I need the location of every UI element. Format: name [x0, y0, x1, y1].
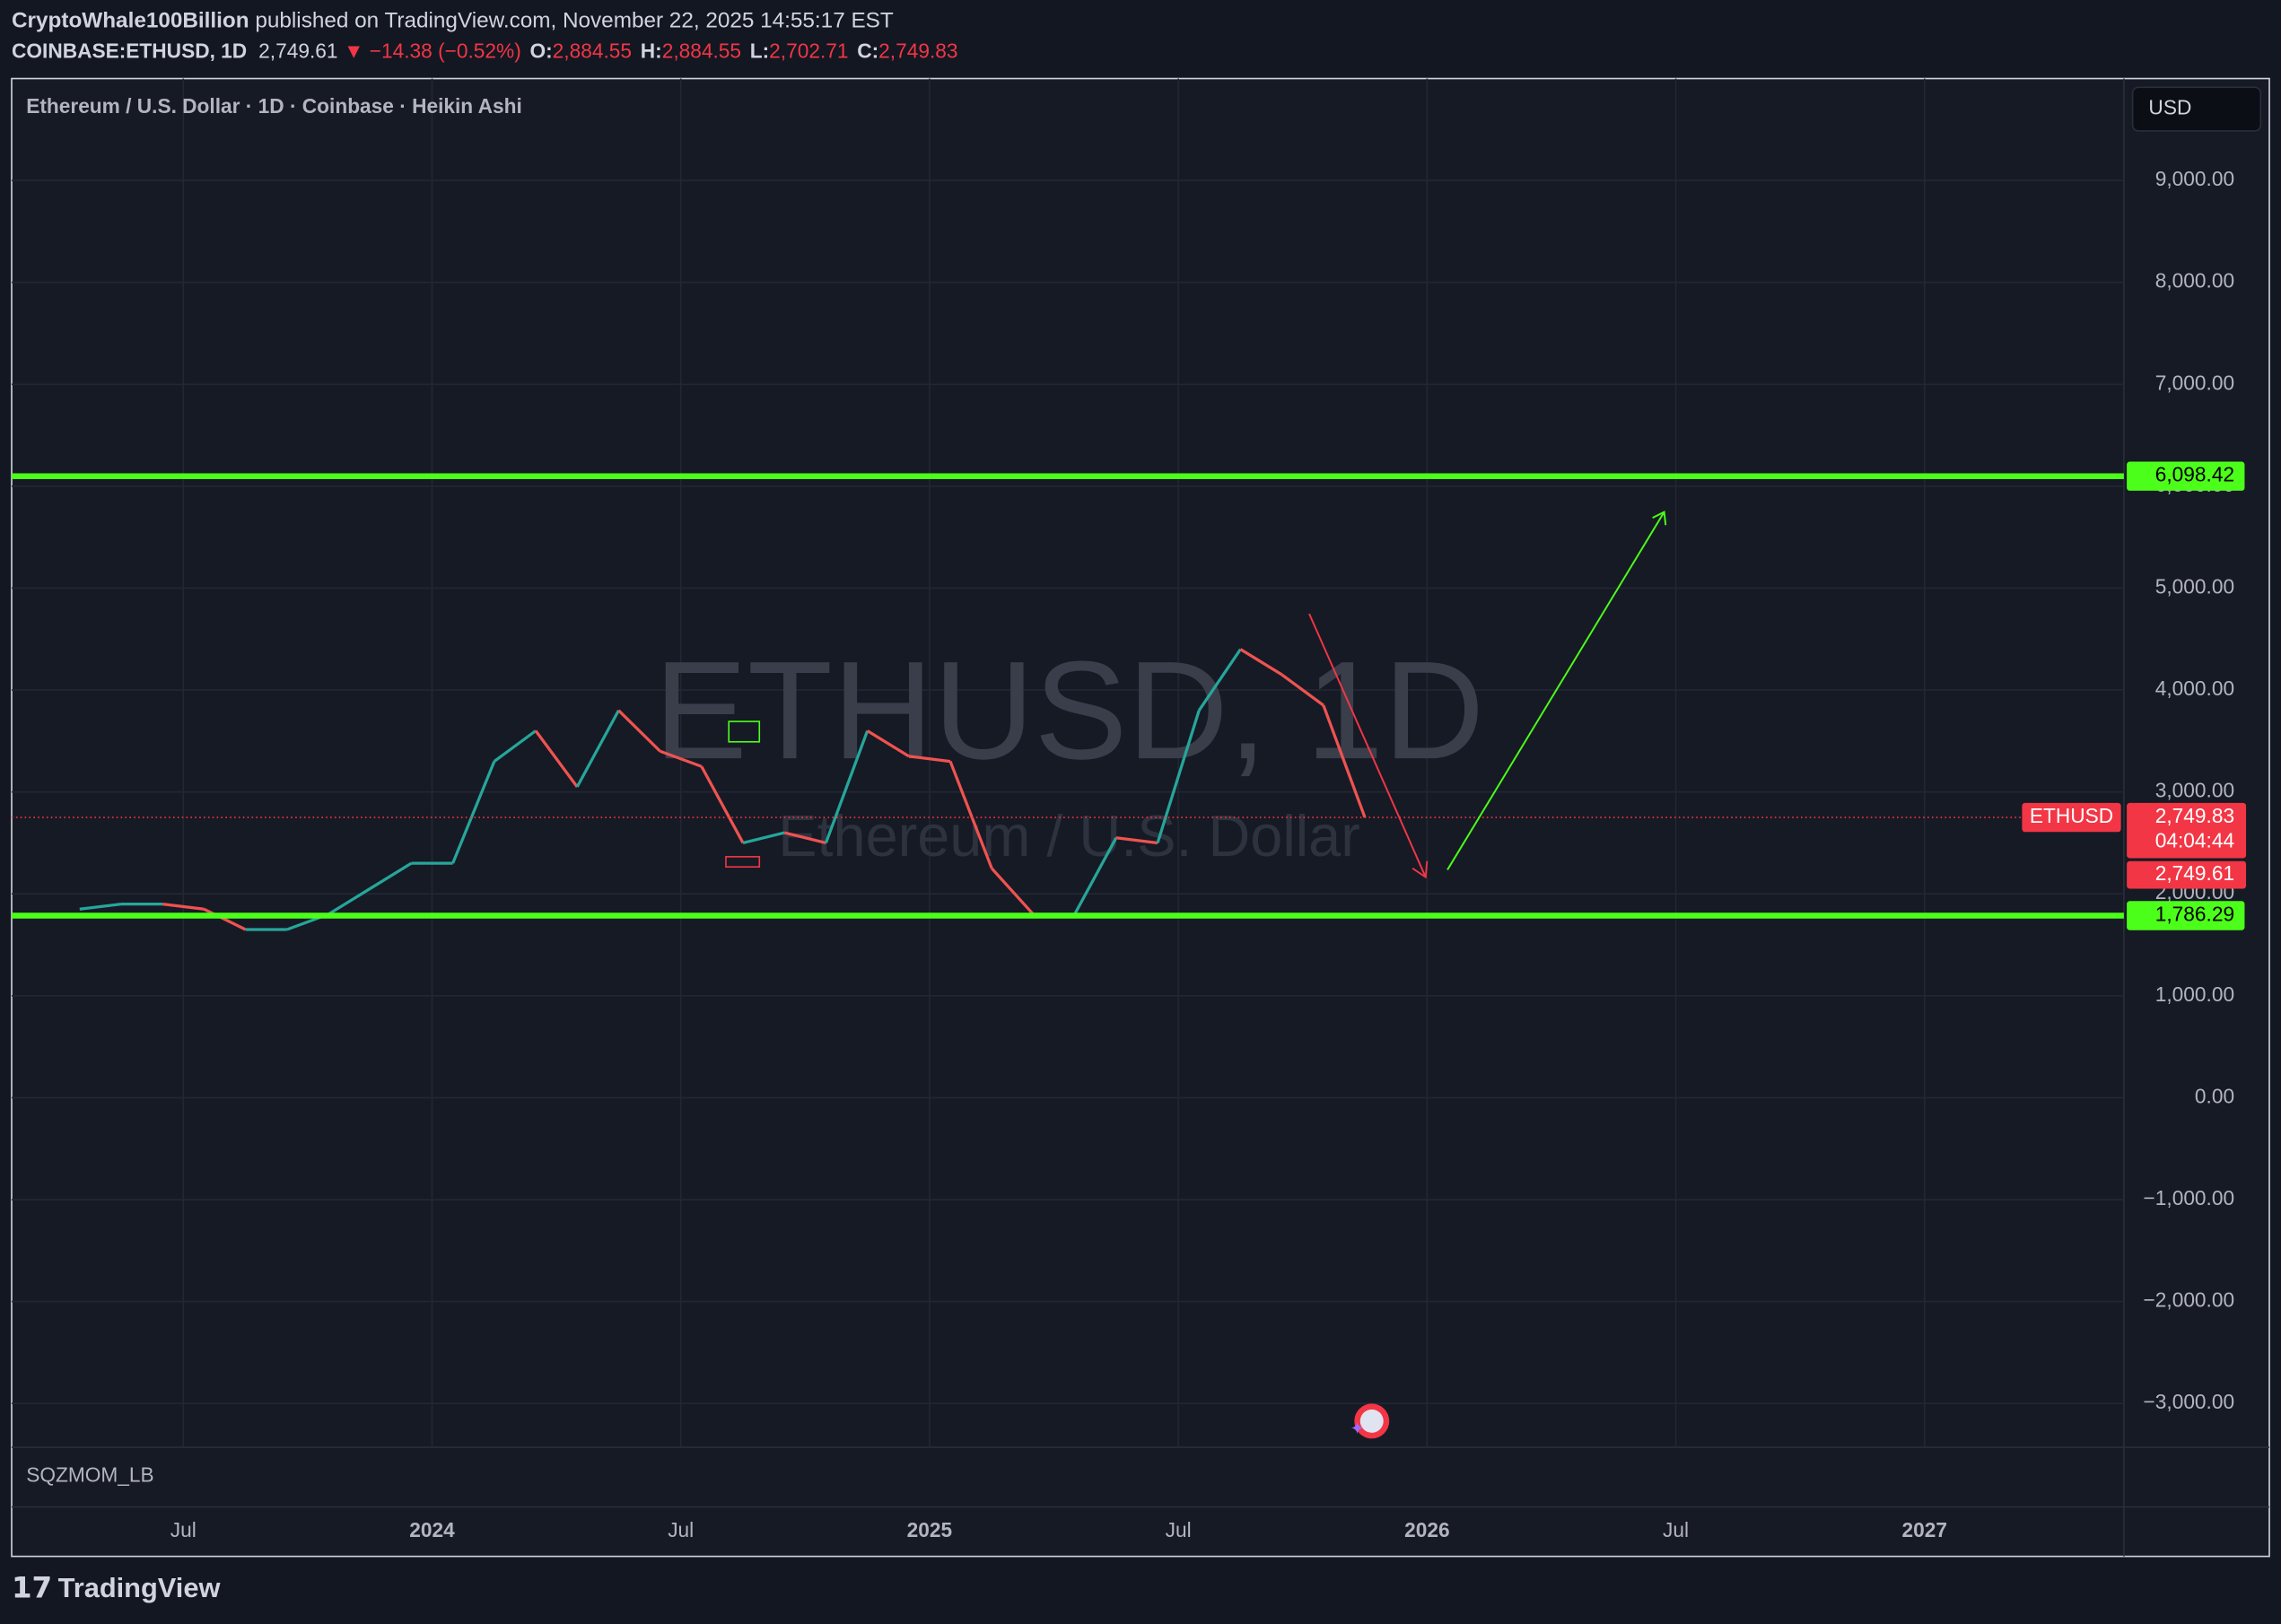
x-tick-label: Jul: [1166, 1518, 1192, 1541]
y-tick-label: −1,000.00: [2144, 1186, 2235, 1209]
y-tick-label: 3,000.00: [2155, 779, 2234, 802]
price-segment: [783, 831, 826, 845]
price-segment: [79, 902, 122, 911]
publish-line: CryptoWhale100Billion published on Tradi…: [12, 9, 894, 33]
price-segment: [1073, 837, 1118, 915]
y-tick-label: −2,000.00: [2144, 1288, 2235, 1312]
arrow-up: [1446, 511, 1667, 870]
price-segment: [369, 861, 413, 890]
y-tick-label: 0.00: [2195, 1084, 2234, 1107]
price-segment: [660, 749, 703, 768]
arrow-down: [1308, 613, 1429, 879]
x-tick-label: 2026: [1404, 1518, 1449, 1541]
y-tick-label: 9,000.00: [2155, 167, 2234, 190]
ohlc-key: L:: [750, 39, 769, 62]
price-segment: [700, 765, 745, 844]
ohlc-value: 2,884.55: [662, 39, 741, 62]
price-segment: [824, 729, 870, 844]
event-icon: ✦: [1350, 1403, 1390, 1439]
x-tick-label: Jul: [1663, 1518, 1689, 1541]
symbol: COINBASE:ETHUSD, 1D: [12, 39, 247, 62]
symbol-line: COINBASE:ETHUSD, 1D 2,749.61 ▼ −14.38 (−0.…: [12, 39, 958, 62]
ohlc-value: 2,749.83: [878, 39, 957, 62]
ohlc-value: 2,702.71: [769, 39, 848, 62]
price-segment: [493, 729, 537, 763]
ohlc-key: O:: [529, 39, 552, 62]
level-tag: [2127, 461, 2245, 491]
price-tag-label: 2,749.83: [2155, 804, 2234, 827]
watermark-subtitle: Ethereum / U.S. Dollar: [778, 803, 1360, 869]
price-segment: [451, 760, 496, 864]
price-segment: [203, 907, 247, 931]
x-tick-label: Jul: [668, 1518, 694, 1541]
box-annotation: [725, 856, 761, 869]
price-segment: [908, 755, 951, 764]
countdown: 04:04:44: [2155, 829, 2234, 852]
legend: Ethereum / U.S. Dollar · 1D · Coinbase ·…: [26, 94, 522, 118]
change: ▼ −14.38 (−0.52%): [344, 39, 521, 62]
price-segment: [1115, 836, 1158, 845]
price-segment: [742, 831, 785, 845]
x-tick-label: 2025: [907, 1518, 952, 1541]
price-segment: [617, 709, 661, 753]
price-segment: [991, 867, 1035, 916]
x-tick-label: Jul: [170, 1518, 197, 1541]
price-segment: [1322, 704, 1367, 818]
ohlc-value: 2,884.55: [553, 39, 632, 62]
symbol-tag-label: ETHUSD: [2030, 804, 2113, 827]
level-label: 6,098.42: [2155, 463, 2234, 486]
svg-text:✦: ✦: [1350, 1419, 1364, 1439]
ohlc-key: C:: [857, 39, 878, 62]
y-tick-label: 5,000.00: [2155, 574, 2234, 598]
symbol-tag: [2022, 802, 2121, 833]
grid: 9,000.008,000.007,000.006,000.005,000.00…: [11, 78, 2235, 1541]
author: CryptoWhale100Billion: [12, 9, 249, 33]
price-segment: [1197, 648, 1242, 712]
published: published on TradingView.com, November 2…: [249, 9, 894, 33]
price-tag: [2127, 802, 2247, 859]
last: 2,749.61: [258, 39, 337, 62]
y-tick-label: 1,000.00: [2155, 982, 2234, 1006]
indicator-name: SQZMOM_LB: [26, 1462, 153, 1486]
brand-name: TradingView: [58, 1572, 222, 1603]
price-segment: [328, 887, 371, 916]
watermark: ETHUSD, 1D: [654, 632, 1484, 788]
currency-button[interactable]: [2131, 86, 2262, 132]
x-tick-label: 2027: [1902, 1518, 1947, 1541]
price-segment: [866, 729, 910, 758]
ohlc-key: H:: [641, 39, 662, 62]
bid-tag-label: 2,749.61: [2155, 861, 2234, 885]
y-tick-label: 7,000.00: [2155, 371, 2234, 394]
price-segment: [1239, 648, 1283, 677]
price-segment: [1156, 710, 1201, 843]
currency-label[interactable]: USD: [2148, 96, 2191, 119]
price-segment: [948, 760, 993, 869]
level-label: 1,786.29: [2155, 903, 2234, 926]
bid-tag: [2127, 860, 2247, 889]
y-tick-label: 4,000.00: [2155, 677, 2234, 700]
price-segment: [534, 729, 579, 788]
price-segment: [1280, 673, 1324, 707]
price-segment: [162, 902, 205, 911]
y-tick-label: 8,000.00: [2155, 269, 2234, 292]
y-tick-label: −3,000.00: [2144, 1390, 2235, 1413]
price-segment: [575, 710, 620, 788]
brand-logo: 𝟭𝟳 TradingView: [12, 1571, 221, 1603]
x-tick-label: 2024: [409, 1518, 455, 1541]
box-annotation: [728, 720, 761, 743]
level-tag: [2127, 901, 2245, 930]
